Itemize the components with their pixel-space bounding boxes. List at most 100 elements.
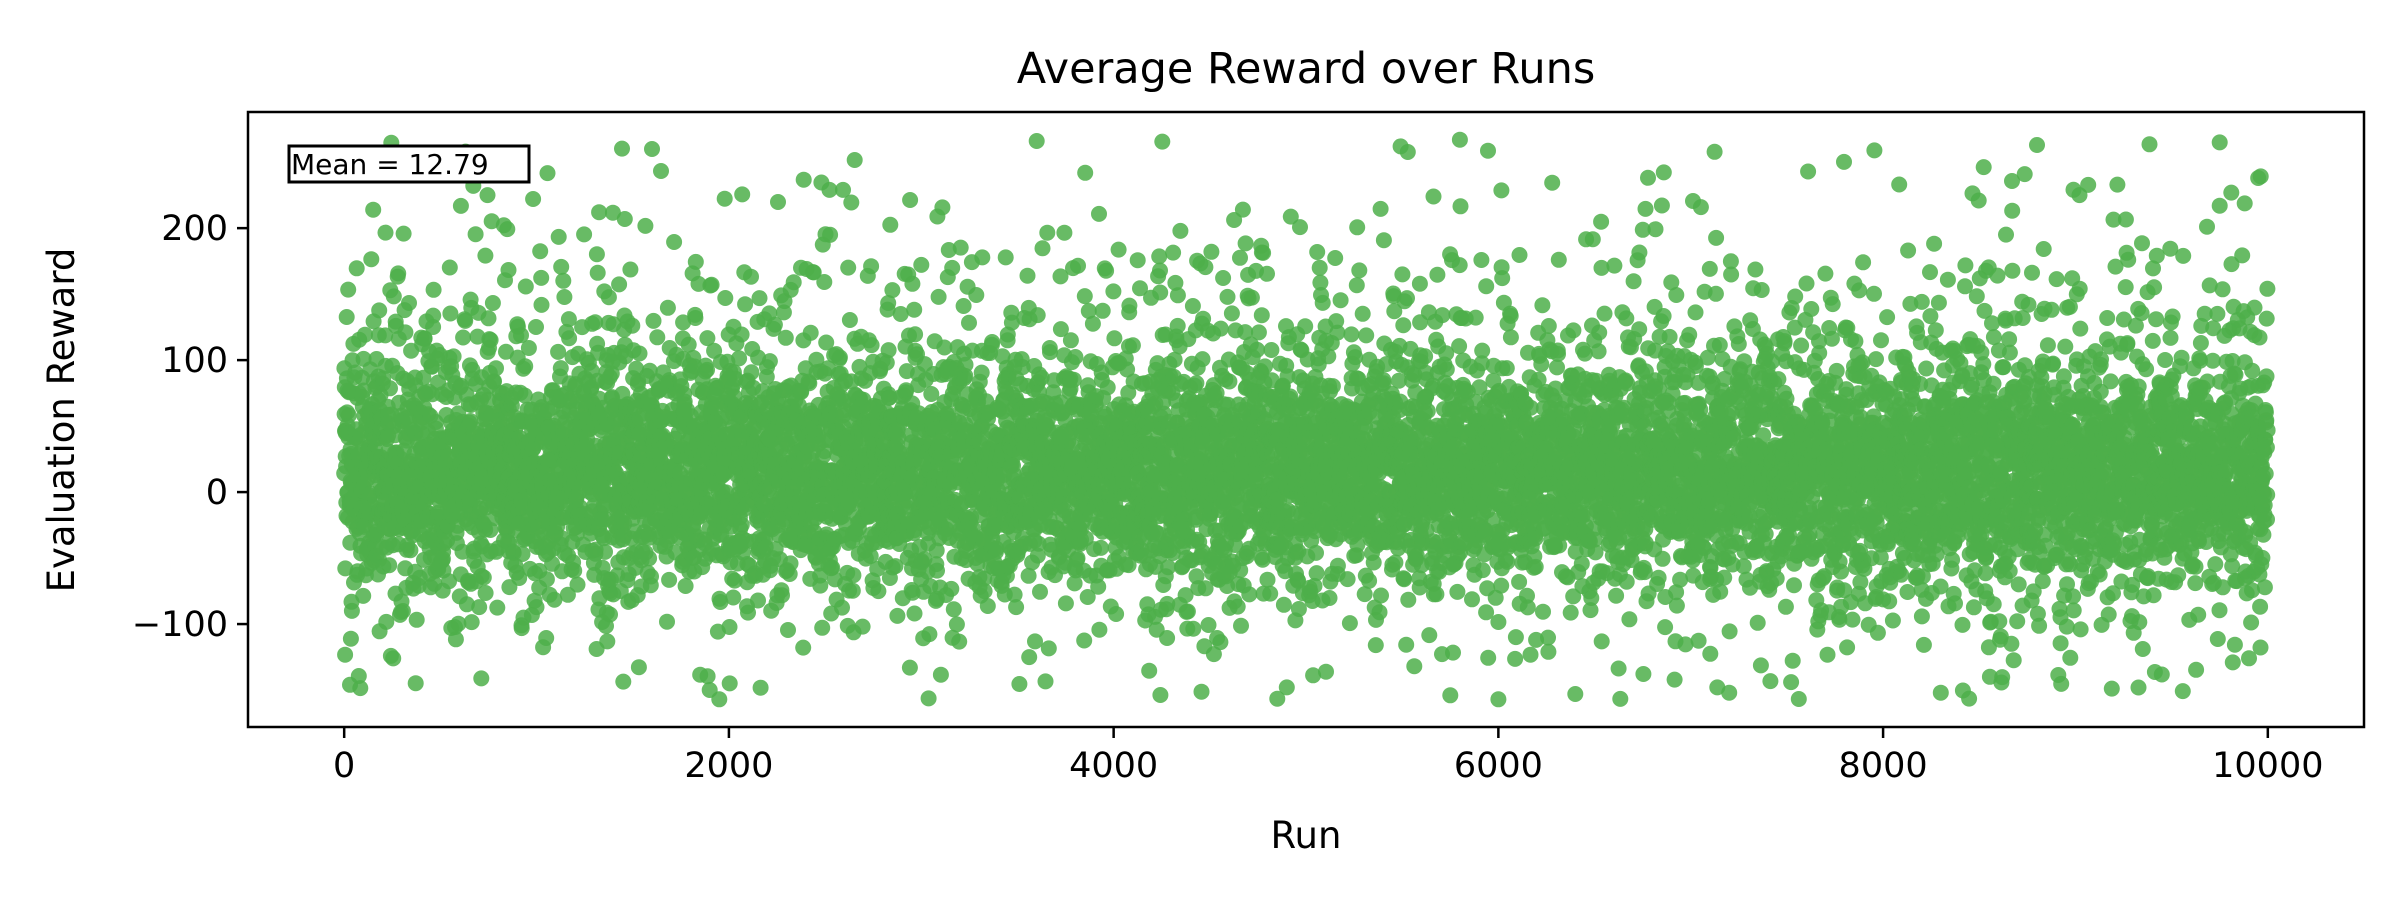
data-point — [834, 599, 850, 616]
data-point — [511, 570, 528, 586]
data-point — [1259, 265, 1275, 282]
data-point — [1040, 640, 1057, 657]
data-point — [997, 249, 1014, 266]
data-point — [630, 659, 647, 676]
data-point — [1076, 288, 1093, 305]
data-point — [499, 221, 516, 238]
data-point — [782, 555, 799, 572]
data-point — [475, 569, 492, 586]
data-point — [546, 591, 563, 608]
data-point — [390, 265, 407, 282]
data-point — [1169, 287, 1186, 304]
data-point — [385, 650, 402, 667]
data-point — [1234, 201, 1251, 218]
data-point — [1194, 351, 1211, 368]
data-point — [467, 226, 484, 243]
data-point — [1106, 330, 1123, 347]
data-point — [770, 194, 786, 210]
data-point — [576, 226, 593, 243]
data-point — [463, 614, 480, 631]
data-point — [452, 197, 469, 214]
data-point — [447, 631, 464, 648]
data-point — [377, 224, 394, 241]
data-point — [604, 204, 621, 221]
data-point — [1184, 298, 1201, 314]
data-point — [780, 622, 796, 638]
data-point — [533, 296, 550, 313]
data-point — [932, 666, 949, 683]
data-point — [514, 546, 531, 562]
data-point — [407, 675, 424, 692]
data-point — [1070, 257, 1086, 274]
data-point — [441, 259, 458, 276]
data-point — [653, 163, 669, 179]
data-point — [1091, 621, 1108, 638]
data-point — [458, 596, 475, 613]
data-point — [1037, 673, 1054, 690]
data-point — [1065, 371, 1082, 388]
data-point — [816, 274, 833, 290]
data-point — [802, 324, 819, 341]
data-point — [1124, 337, 1141, 354]
data-point — [721, 675, 738, 692]
data-point — [1169, 317, 1186, 334]
data-point — [1203, 243, 1220, 260]
data-point — [357, 326, 373, 343]
data-point — [659, 299, 676, 316]
points-layer — [336, 131, 2276, 708]
data-point — [845, 567, 862, 584]
data-point — [552, 360, 569, 377]
data-point — [602, 606, 618, 623]
data-point — [517, 278, 534, 295]
data-point — [1290, 601, 1307, 617]
data-point — [920, 690, 937, 707]
data-point — [455, 329, 472, 346]
data-point — [1241, 586, 1258, 603]
data-point — [1243, 289, 1260, 306]
data-point — [1029, 307, 1046, 324]
data-point — [752, 679, 769, 696]
data-point — [1160, 559, 1177, 576]
data-point — [555, 272, 572, 289]
data-point — [622, 261, 639, 278]
data-point — [484, 295, 501, 311]
data-point — [614, 140, 630, 157]
data-point — [841, 312, 858, 328]
data-point — [889, 607, 906, 624]
data-point — [666, 234, 683, 250]
data-point — [588, 246, 605, 263]
data-point — [902, 192, 919, 208]
data-point — [948, 616, 965, 633]
data-point — [955, 298, 972, 314]
data-point — [751, 290, 768, 307]
data-point — [479, 187, 496, 204]
data-point — [1193, 683, 1210, 700]
data-point — [1259, 571, 1276, 588]
data-point — [416, 330, 433, 347]
data-point — [1034, 240, 1051, 257]
data-point — [677, 578, 694, 594]
data-point — [425, 281, 442, 298]
data-point — [600, 289, 617, 306]
data-point — [844, 582, 861, 599]
data-point — [659, 613, 675, 630]
data-point — [703, 276, 720, 293]
data-point — [1221, 373, 1238, 390]
data-point — [1108, 606, 1125, 622]
data-point — [974, 249, 991, 266]
data-point — [513, 327, 529, 344]
data-point — [906, 605, 923, 622]
data-point — [1098, 262, 1115, 279]
data-point — [1275, 596, 1292, 613]
data-point — [1152, 284, 1169, 301]
data-point — [477, 585, 494, 601]
data-point — [1263, 342, 1280, 358]
data-point — [687, 253, 704, 270]
data-point — [785, 274, 802, 291]
data-point — [343, 602, 360, 619]
data-point — [1110, 241, 1127, 258]
data-point — [690, 275, 707, 292]
data-point — [483, 213, 500, 230]
